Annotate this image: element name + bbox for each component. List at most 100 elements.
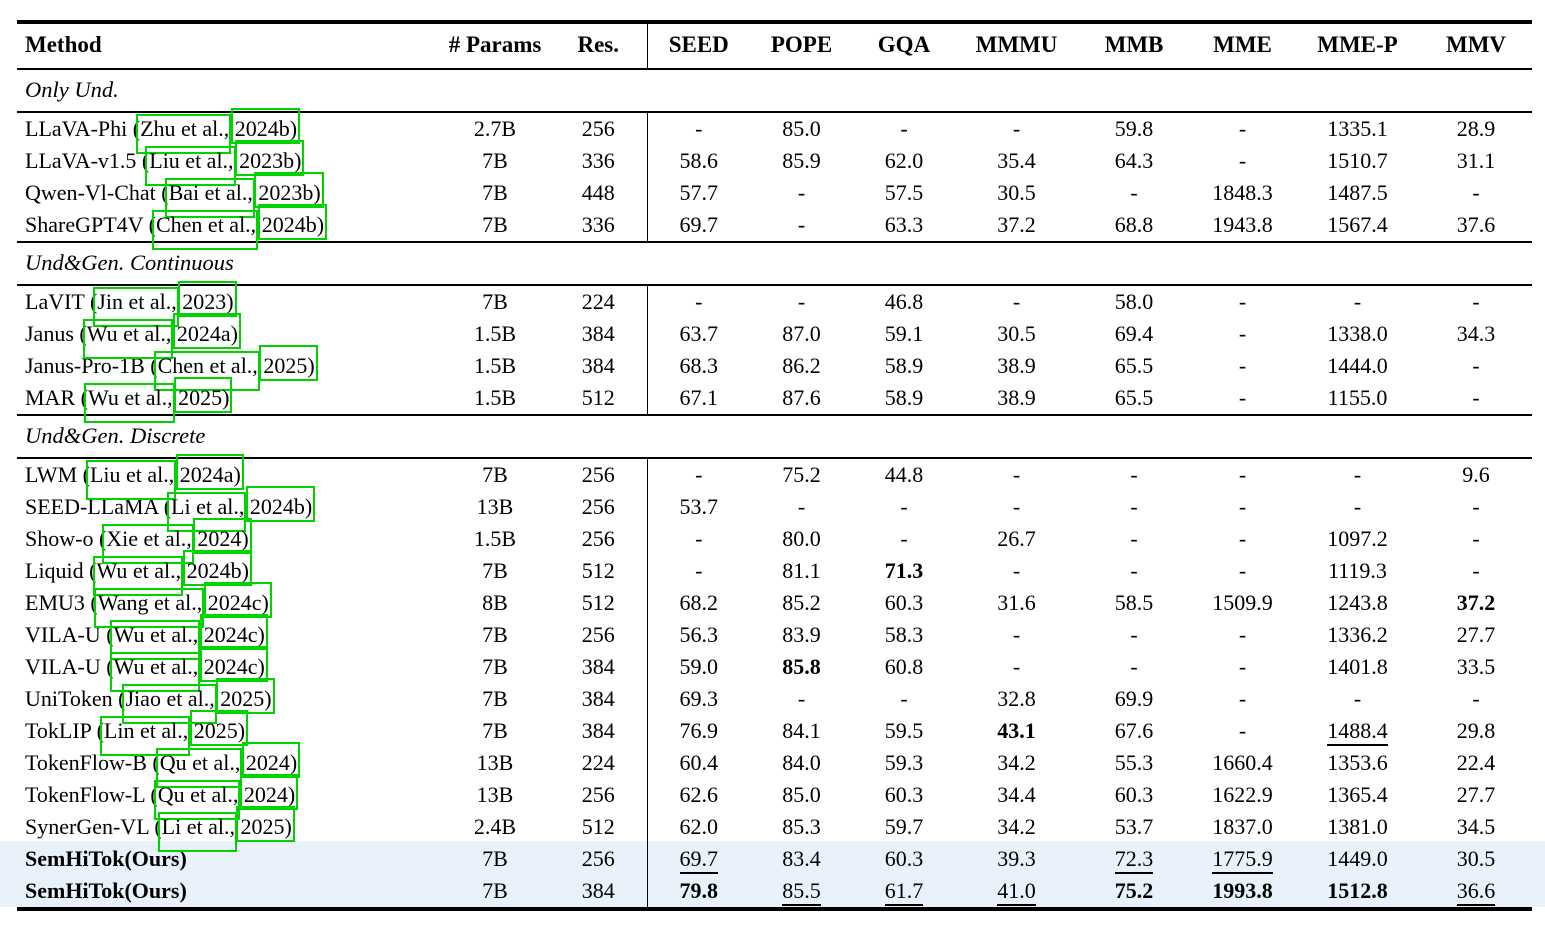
metric-cell: - <box>1190 145 1295 177</box>
metric-value: 28.9 <box>1456 116 1496 141</box>
method-cell: SEED-LLaMA (Li et al., 2024b) <box>25 494 313 519</box>
metric-value: 71.3 <box>884 558 924 583</box>
citation-author-box[interactable]: Chen et al., <box>155 212 257 237</box>
metric-cell: 67.1 <box>647 382 750 415</box>
params-cell: 1.5B <box>473 385 517 410</box>
citation-author-box[interactable]: Jin et al., <box>97 289 177 314</box>
metric-value: 57.5 <box>884 180 924 205</box>
citation-year-box[interactable]: 2024a) <box>176 321 238 346</box>
citation-author-box[interactable]: Wu et al., <box>96 558 182 583</box>
metric-cell: 84.1 <box>750 715 853 747</box>
citation-author-box[interactable]: Wu et al., <box>113 654 199 679</box>
metric-cell: 58.5 <box>1078 587 1190 619</box>
citation-year-box[interactable]: 2023b) <box>239 148 302 173</box>
citation-author-box[interactable]: Wu et al., <box>87 385 173 410</box>
citation-year-box[interactable]: 2024c) <box>203 654 265 679</box>
table-row: SemHiTok(Ours) 7B 256 69.7 83.4 60.3 39.3 72.3 1… <box>17 843 1532 875</box>
metric-cell: 1119.3 <box>1295 555 1420 587</box>
metric-cell: 58.9 <box>853 350 955 382</box>
method-name: ShareGPT4V <box>25 212 144 237</box>
metric-cell: 1243.8 <box>1295 587 1420 619</box>
metric-cell: 62.0 <box>853 145 955 177</box>
citation-year-box[interactable]: 2025) <box>220 686 272 711</box>
citation-year-box[interactable]: 2024b) <box>186 558 249 583</box>
metric-cell: - <box>1190 715 1295 747</box>
table-row: EMU3 (Wang et al., 2024c) 8B 512 68.2 85.2 60… <box>17 587 1532 619</box>
metric-value: 63.7 <box>679 321 719 346</box>
metric-cell: - <box>853 112 955 145</box>
metric-cell: 61.7 <box>853 875 955 909</box>
citation-author-box[interactable]: Wu et al., <box>113 622 199 647</box>
citation-author-box[interactable]: Qu et al., <box>159 750 241 775</box>
metric-value: - <box>695 558 703 583</box>
citation-author-box[interactable]: Xie et al., <box>106 526 192 551</box>
metric-value: 59.0 <box>679 654 719 679</box>
params-cell: 8B <box>482 590 508 615</box>
metric-value: 81.1 <box>782 558 821 583</box>
citation-author-box[interactable]: Wang et al., <box>97 590 203 615</box>
citation-author-box[interactable]: Lin et al., <box>103 718 189 743</box>
metric-value: 53.7 <box>679 494 719 519</box>
method-cell: LLaVA-Phi (Zhu et al., 2024b) <box>25 116 298 141</box>
metric-cell: - <box>955 112 1078 145</box>
method-cell: LLaVA-v1.5 (Liu et al., 2023b) <box>25 148 302 173</box>
metric-cell: 34.2 <box>955 747 1078 779</box>
citation-year-box[interactable]: 2025) <box>193 718 246 743</box>
citation-author-box[interactable]: Wu et al., <box>86 321 172 346</box>
metric-value: 85.8 <box>782 654 821 679</box>
metric-cell: 30.5 <box>955 318 1078 350</box>
citation-author-box[interactable]: Zhu et al., <box>140 116 230 141</box>
citation-author-box[interactable]: Qu et al., <box>157 782 239 807</box>
metric-value: 56.3 <box>679 622 719 647</box>
metric-value: 84.1 <box>782 718 821 743</box>
method-cell: VILA-U (Wu et al., 2024c) <box>25 654 265 679</box>
citation-year-box[interactable]: 2024c) <box>207 590 269 615</box>
citation-year-box[interactable]: 2024) <box>245 750 298 775</box>
citation-year-box[interactable]: 2025) <box>263 353 315 378</box>
citation-year-box[interactable]: 2024c) <box>203 622 265 647</box>
citation-author-box[interactable]: Bai et al., <box>168 180 253 205</box>
citation-author-box[interactable]: Liu et al., <box>149 148 234 173</box>
metric-value: 1512.8 <box>1327 878 1388 903</box>
metric-value: - <box>797 494 806 519</box>
params-cell: 1.5B <box>473 321 517 346</box>
citation-year-box[interactable]: 2024b) <box>249 494 313 519</box>
metric-value: 36.6 <box>1456 878 1496 906</box>
citation-author-box[interactable]: Jiao et al., <box>125 686 215 711</box>
citation-author-box[interactable]: Chen et al., <box>157 353 258 378</box>
citation-year-box[interactable]: 2024b) <box>261 212 325 237</box>
metric-value: 1837.0 <box>1212 814 1273 839</box>
citation-author-box[interactable]: Liu et al., <box>89 462 175 487</box>
metric-value: 84.0 <box>782 750 821 775</box>
metric-cell: - <box>750 285 853 318</box>
method-cell: TokLIP (Lin et al., 2025) <box>25 718 246 743</box>
column-header-seed: SEED <box>668 32 729 57</box>
citation-year-box[interactable]: 2024) <box>197 526 249 551</box>
metric-value: 68.8 <box>1114 212 1154 237</box>
res-cell: 448 <box>550 177 648 209</box>
citation-year-box[interactable]: 2023b) <box>258 180 321 205</box>
metric-cell: 32.8 <box>955 683 1078 715</box>
citation-author-box[interactable]: Li et al., <box>171 494 245 519</box>
citation-author-box[interactable]: Li et al., <box>161 814 235 839</box>
metric-value: 67.1 <box>679 385 719 410</box>
citation-year-box[interactable]: 2025) <box>240 814 292 839</box>
method-name: MAR <box>25 385 76 410</box>
params-cell: 7B <box>482 686 508 711</box>
metric-cell: 84.0 <box>750 747 853 779</box>
citation-year-box[interactable]: 2023) <box>182 289 234 314</box>
metric-value: 35.4 <box>997 148 1036 173</box>
method-cell: EMU3 (Wang et al., 2024c) <box>25 590 269 615</box>
citation-year-box[interactable]: 2024a) <box>179 462 241 487</box>
metric-cell: 83.4 <box>750 843 853 875</box>
metric-value: - <box>1130 494 1138 519</box>
citation-year-box[interactable]: 2024) <box>243 782 296 807</box>
metric-cell: 68.3 <box>647 350 750 382</box>
citation-year-box[interactable]: 2024b) <box>234 116 298 141</box>
metric-value: 65.5 <box>1114 385 1154 410</box>
method-name: LLaVA-Phi <box>25 116 128 141</box>
metric-value: 87.6 <box>782 385 821 410</box>
citation-year-box[interactable]: 2025) <box>178 385 230 410</box>
metric-value: 59.1 <box>884 321 924 346</box>
method-name: UniToken <box>25 686 113 711</box>
